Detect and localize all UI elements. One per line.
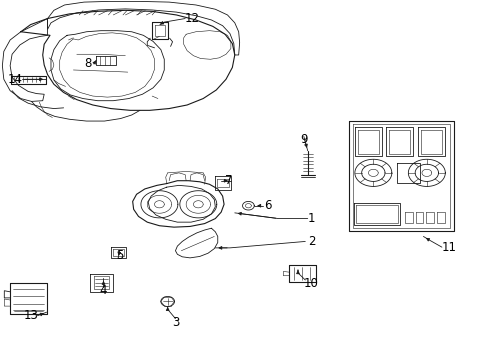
Text: 12: 12 (184, 12, 199, 25)
Text: 4: 4 (100, 284, 107, 297)
Text: 1: 1 (307, 212, 315, 225)
Text: 10: 10 (304, 277, 318, 290)
Text: 7: 7 (225, 174, 232, 187)
Text: 9: 9 (300, 134, 307, 147)
Text: 3: 3 (171, 316, 179, 329)
Text: 14: 14 (7, 73, 22, 86)
Text: 5: 5 (116, 248, 123, 261)
Text: 8: 8 (84, 57, 91, 71)
Text: 13: 13 (24, 309, 39, 322)
Text: 2: 2 (307, 235, 315, 248)
Text: 6: 6 (264, 199, 271, 212)
Text: 11: 11 (440, 240, 455, 254)
